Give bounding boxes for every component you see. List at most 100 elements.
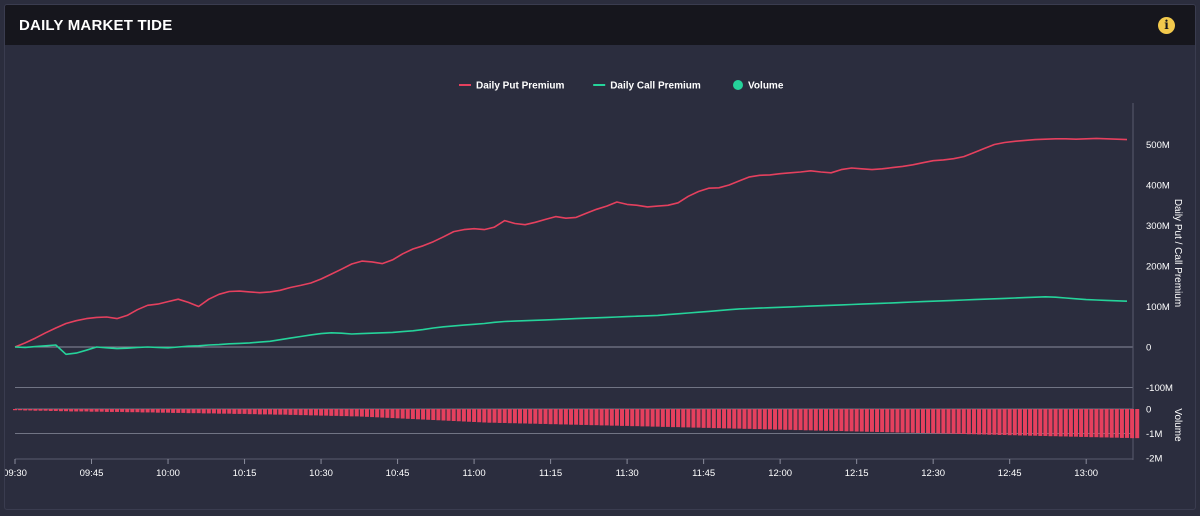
volume-bar bbox=[538, 409, 543, 424]
volume-bar bbox=[956, 409, 961, 434]
volume-bar bbox=[910, 409, 915, 433]
info-icon[interactable]: i bbox=[1158, 17, 1175, 34]
volume-bar bbox=[1099, 409, 1104, 438]
volume-bar bbox=[329, 409, 334, 416]
volume-bar bbox=[84, 409, 89, 412]
volume-bar bbox=[518, 409, 522, 424]
volume-bar bbox=[380, 409, 385, 418]
volume-bar bbox=[232, 409, 237, 414]
market-tide-panel: DAILY MARKET TIDE i Daily Put Premium Dai… bbox=[4, 4, 1196, 510]
y-tick-label: 200M bbox=[1146, 262, 1170, 273]
x-tick-label: 11:15 bbox=[539, 468, 562, 479]
volume-bar bbox=[900, 409, 905, 433]
volume-bar bbox=[242, 409, 247, 414]
volume-bar bbox=[1084, 409, 1089, 437]
volume-bar bbox=[33, 409, 38, 411]
volume-bar bbox=[1022, 409, 1027, 436]
series-line-daily-call-premium bbox=[14, 296, 1128, 356]
volume-bar bbox=[640, 409, 645, 427]
volume-bar bbox=[1089, 409, 1094, 438]
volume-bar bbox=[456, 409, 461, 422]
volume-bar bbox=[722, 409, 727, 429]
volume-bar bbox=[655, 409, 660, 427]
volume-bar bbox=[38, 409, 43, 411]
volume-bar bbox=[395, 409, 400, 419]
legend-item-daily-call-premium: Daily Call Premium bbox=[593, 81, 701, 92]
volume-bar bbox=[472, 409, 477, 422]
volume-bar bbox=[171, 409, 176, 413]
volume-bar bbox=[864, 409, 869, 432]
volume-bar bbox=[961, 409, 966, 434]
volume-bar bbox=[262, 409, 267, 415]
volume-bar bbox=[579, 409, 584, 425]
volume-bar bbox=[926, 409, 931, 434]
volume-bar bbox=[482, 409, 487, 423]
volume-bar bbox=[931, 409, 936, 434]
volume-bar bbox=[854, 409, 859, 432]
volume-bar bbox=[410, 409, 415, 420]
volume-bar bbox=[747, 409, 752, 429]
volume-bar bbox=[977, 409, 982, 435]
x-tick-label: 10:30 bbox=[309, 468, 333, 479]
volume-bar bbox=[905, 409, 910, 433]
volume-bar bbox=[364, 409, 369, 417]
volume-bar bbox=[997, 409, 1002, 435]
volume-bar bbox=[319, 409, 324, 416]
volume-bar bbox=[1048, 409, 1053, 437]
volume-bar bbox=[762, 409, 767, 430]
volume-bar bbox=[293, 409, 298, 415]
volume-bar bbox=[28, 409, 33, 411]
volume-bar bbox=[222, 409, 227, 414]
volume-bar bbox=[252, 409, 257, 415]
panel-header: DAILY MARKET TIDE i bbox=[5, 5, 1195, 45]
legend-item-daily-put-premium: Daily Put Premium bbox=[459, 81, 564, 92]
volume-bar bbox=[69, 409, 74, 412]
volume-bar bbox=[818, 409, 823, 431]
chart-legend: Daily Put Premium Daily Call Premium Volum… bbox=[459, 80, 784, 92]
premium-y-axis: 500M 400M 300M 200M 100M 0 -100M bbox=[1146, 140, 1173, 394]
volume-bar bbox=[18, 409, 23, 411]
volume-bar bbox=[64, 409, 68, 412]
volume-bars bbox=[13, 409, 1140, 439]
volume-bar bbox=[614, 409, 619, 426]
volume-bar bbox=[543, 409, 548, 424]
legend-label: Daily Put Premium bbox=[476, 81, 564, 92]
volume-y-axis: 0 -1M -2M bbox=[1146, 405, 1162, 465]
volume-bar bbox=[99, 409, 104, 412]
volume-bar bbox=[334, 409, 339, 416]
volume-bar bbox=[160, 409, 165, 413]
volume-bar bbox=[278, 409, 283, 415]
volume-bar bbox=[665, 409, 670, 427]
volume-bar bbox=[115, 409, 120, 412]
volume-bar bbox=[563, 409, 568, 425]
volume-bar bbox=[359, 409, 364, 417]
volume-bar bbox=[400, 409, 405, 419]
x-tick-label: 12:45 bbox=[998, 468, 1022, 479]
volume-bar bbox=[1079, 409, 1084, 437]
volume-bar bbox=[971, 409, 976, 435]
volume-bar bbox=[74, 409, 79, 412]
x-tick-label: 11:00 bbox=[463, 468, 486, 479]
volume-bar bbox=[742, 409, 747, 429]
volume-bar bbox=[773, 409, 778, 430]
volume-bar bbox=[660, 409, 665, 427]
volume-bar bbox=[415, 409, 420, 420]
volume-bar bbox=[599, 409, 604, 426]
volume-bar bbox=[915, 409, 920, 434]
volume-bar bbox=[176, 409, 181, 413]
volume-bar bbox=[829, 409, 834, 431]
volume-bar bbox=[987, 409, 992, 435]
volume-bar bbox=[793, 409, 798, 431]
y-tick-label: 0 bbox=[1146, 343, 1151, 354]
volume-bar bbox=[1125, 409, 1129, 438]
volume-bar bbox=[558, 409, 563, 425]
x-tick-label: 09:45 bbox=[80, 468, 104, 479]
volume-bar bbox=[313, 409, 318, 416]
volume-bar bbox=[1058, 409, 1063, 437]
volume-bar bbox=[104, 409, 109, 412]
volume-bar bbox=[375, 409, 380, 418]
volume-bar bbox=[507, 409, 512, 424]
x-tick-label: 10:15 bbox=[233, 468, 257, 479]
volume-bar bbox=[441, 409, 446, 421]
volume-bar bbox=[645, 409, 650, 427]
